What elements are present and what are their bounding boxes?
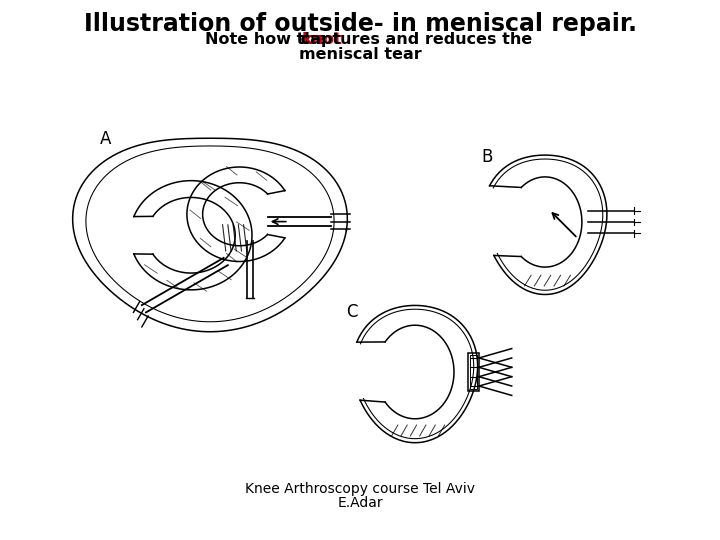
- Text: A: A: [100, 130, 111, 148]
- Text: Knee Arthroscopy course Tel Aviv: Knee Arthroscopy course Tel Aviv: [245, 482, 475, 496]
- Text: Note how the: Note how the: [205, 32, 333, 47]
- Text: B: B: [481, 148, 492, 166]
- Bar: [469, 355, 477, 389]
- Text: captures and reduces the: captures and reduces the: [295, 32, 532, 47]
- Text: E.Adar: E.Adar: [337, 496, 383, 510]
- Text: Illustration of outside- in meniscal repair.: Illustration of outside- in meniscal rep…: [84, 12, 636, 36]
- Text: knot: knot: [302, 32, 343, 47]
- Text: C: C: [346, 303, 358, 321]
- Bar: [468, 353, 479, 391]
- Text: meniscal tear: meniscal tear: [299, 47, 421, 62]
